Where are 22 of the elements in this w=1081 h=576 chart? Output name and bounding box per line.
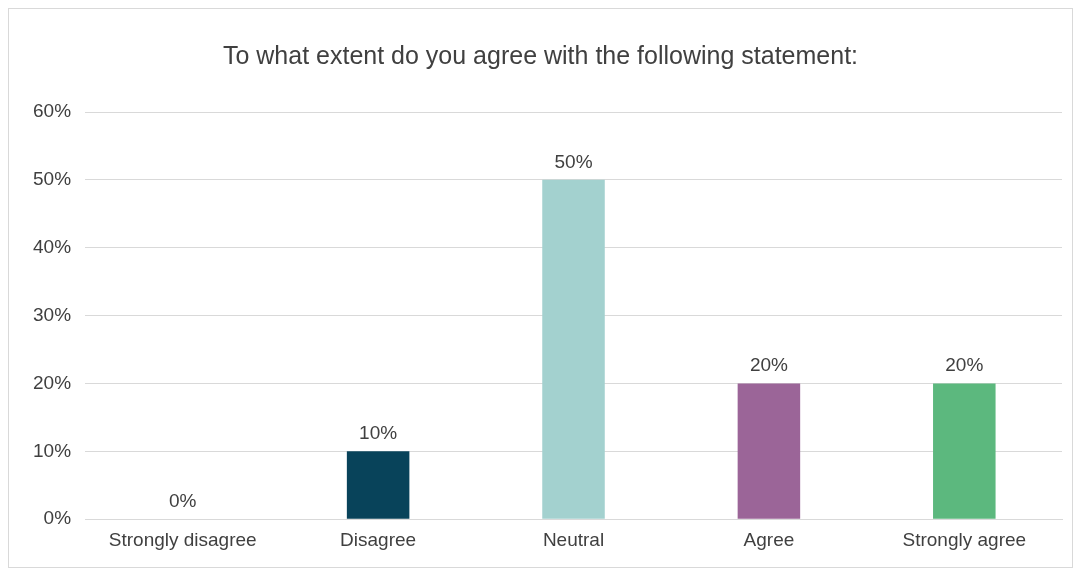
y-tick-label: 30% — [33, 303, 72, 325]
x-tick-label: Disagree — [340, 528, 417, 550]
bar — [542, 179, 605, 519]
y-tick-label: 60% — [33, 100, 72, 122]
y-tick-label: 40% — [33, 235, 72, 257]
data-label: 10% — [359, 422, 398, 444]
y-tick-label: 10% — [33, 439, 72, 461]
y-tick-label: 50% — [33, 168, 72, 190]
bar — [346, 451, 410, 519]
x-tick-label: Agree — [743, 528, 795, 550]
data-label: 0% — [168, 489, 197, 511]
data-label: 20% — [945, 354, 984, 376]
y-tick-label: 20% — [33, 371, 72, 393]
x-tick-label: Neutral — [542, 528, 605, 550]
bar — [933, 383, 996, 519]
chart-title: To what extent do you agree with the following statement: — [222, 40, 859, 69]
data-label: 50% — [554, 150, 593, 172]
x-tick-label: Strongly disagree — [108, 528, 257, 550]
data-label: 20% — [749, 354, 789, 376]
y-tick-label: 0% — [43, 507, 72, 529]
x-tick-label: Strongly agree — [902, 528, 1027, 550]
bar — [737, 383, 801, 519]
